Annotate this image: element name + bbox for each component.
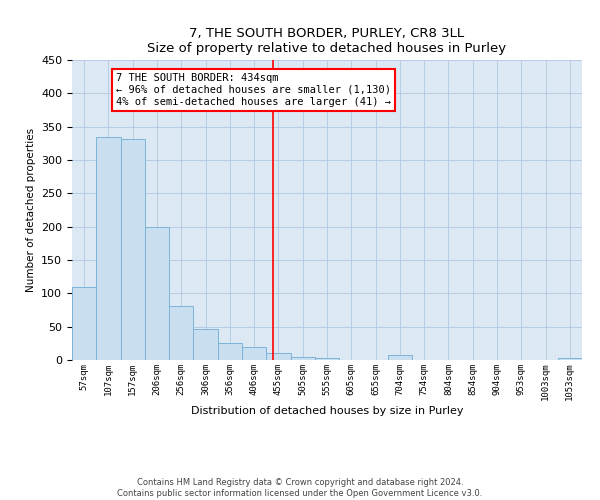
Bar [169,306,193,360]
Bar [242,346,266,360]
Bar [193,330,218,360]
Bar [72,288,96,360]
Text: 7 THE SOUTH BORDER: 434sqm
← 96% of detached houses are smaller (1,130)
4% of se: 7 THE SOUTH BORDER: 434sqm ← 96% of deta… [116,74,391,106]
Bar [290,356,315,360]
Bar [218,344,242,360]
Bar [96,136,121,360]
Y-axis label: Number of detached properties: Number of detached properties [26,128,35,292]
X-axis label: Distribution of detached houses by size in Purley: Distribution of detached houses by size … [191,406,463,416]
Bar [558,358,582,360]
Title: 7, THE SOUTH BORDER, PURLEY, CR8 3LL
Size of property relative to detached house: 7, THE SOUTH BORDER, PURLEY, CR8 3LL Siz… [148,26,506,54]
Bar [315,358,339,360]
Bar [145,226,169,360]
Bar [266,352,290,360]
Text: Contains HM Land Registry data © Crown copyright and database right 2024.
Contai: Contains HM Land Registry data © Crown c… [118,478,482,498]
Bar [121,138,145,360]
Bar [388,354,412,360]
